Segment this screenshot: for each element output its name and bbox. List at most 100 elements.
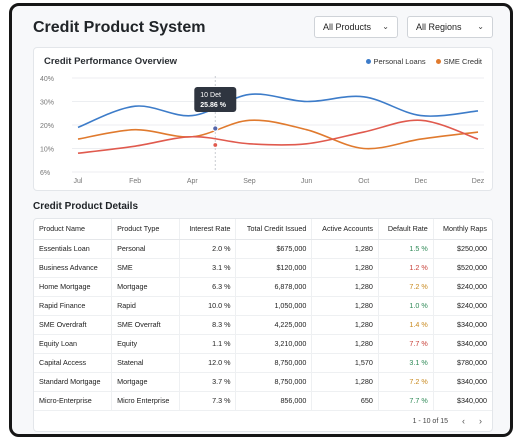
line-chart: 40% 30% 20% 10% 6% Jul Feb Apr Sep Jun Oct Dec Dez 10… [40,76,485,185]
table-cell: 1,280 [311,258,379,278]
table-cell: Micro Enterprise [111,391,180,411]
y-tick-label: 10% [40,147,54,154]
table-cell: Equity Loan [34,334,112,354]
table-cell: 3.7 % [179,372,236,392]
product-table: Product Name Product Type Interest Rate Tot… [34,219,492,411]
table-cell: 7.7 % [377,391,434,411]
table-cell: $340,000 [432,391,492,411]
table-cell: Rapid Finance [34,296,112,316]
table-cell: Personal [111,239,180,259]
table-cell: 1.2 % [377,258,434,278]
table-row[interactable]: Capital Access Statenal 12.0 % 8,750,000 1,5… [34,353,492,373]
product-table-card: Product Name Product Type Interest Rate Tot… [33,218,493,432]
table-row[interactable]: Micro-Enterprise Micro Enterprise 7.3 % 856… [34,391,492,411]
column-header[interactable]: Total Credit Issued [235,219,312,240]
table-cell: 1,280 [311,315,379,335]
column-header[interactable]: Interest Rate [179,219,236,240]
column-header[interactable]: Product Type [111,219,180,240]
table-row[interactable]: Standard Mortgage Mortgage 3.7 % 8,750,000 1… [34,372,492,392]
table-row[interactable]: Business Advance SME 3.1 % $120,000 1,280 1.2… [34,258,492,278]
table-cell: SME Overraft [111,315,180,335]
table-cell: SME [111,258,180,278]
x-tick-label: Sep [243,178,256,185]
table-cell: 1,280 [311,277,379,297]
table-cell: 7.3 % [179,391,236,411]
pagination: 1 - 10 of 15 ‹ › [413,416,482,426]
y-tick-label: 40% [40,76,54,83]
table-cell: 7.2 % [377,277,434,297]
credit-performance-card: 40% 30% 20% 10% 6% Jul Feb Apr Sep Jun Oct Dec Dez 10… [33,47,493,191]
table-cell: 1.5 % [377,239,434,259]
table-row[interactable]: Home Mortgage Mortgage 6.3 % 6,878,000 1,280… [34,277,492,297]
products-filter-select[interactable]: All Products ⌄ [314,16,398,38]
table-cell: Statenal [111,353,180,373]
legend-item-personal-loans[interactable]: Personal Loans [365,57,426,66]
legend-dot-icon [365,59,371,64]
tooltip-label: 10 Det [200,92,221,99]
table-cell: 4,225,000 [235,315,312,335]
table-cell: $250,000 [432,239,492,259]
table-cell: $675,000 [235,239,312,259]
x-tick-label: Dec [415,178,428,185]
column-header[interactable]: Product Name [34,219,112,240]
app-window: Credit Product System All Products ⌄ All… [9,3,513,437]
table-row[interactable]: SME Overdraft SME Overraft 8.3 % 4,225,000 1… [34,315,492,335]
regions-filter-value: All Regions [416,22,462,32]
table-cell: 1,280 [311,334,379,354]
y-tick-label: 6% [40,170,50,177]
table-cell: 3,210,000 [235,334,312,354]
chart-title: Credit Performance Overview [44,56,178,67]
chevron-down-icon: ⌄ [477,22,484,31]
table-cell: 6.3 % [179,277,236,297]
table-cell: 8,750,000 [235,372,312,392]
table-cell: $240,000 [432,277,492,297]
legend-label: Personal Loans [373,57,426,66]
table-cell: Standard Mortgage [34,372,112,392]
column-header[interactable]: Default Rate [377,219,434,240]
table-cell: 1,280 [311,372,379,392]
x-tick-label: Oct [358,178,369,185]
tooltip-value: 25.86 % [200,102,226,109]
table-cell: 1,570 [311,353,379,373]
table-cell: Mortgage [111,372,180,392]
table-cell: SME Overdraft [34,315,112,335]
table-cell: 12.0 % [179,353,236,373]
pagination-range: 1 - 10 of 15 [412,417,448,425]
y-tick-label: 30% [40,100,54,107]
page-title: Credit Product System [33,19,206,36]
regions-filter-select[interactable]: All Regions ⌄ [407,16,493,38]
table-cell: Equity [111,334,180,354]
chart-legend: Personal Loans SME Credit [365,57,482,66]
prev-page-icon[interactable]: ‹ [462,416,465,426]
table-cell: 7.2 % [377,372,434,392]
x-tick-label: Jul [74,178,83,185]
column-header[interactable]: Monthly Raps [432,219,492,240]
legend-dot-icon [435,59,441,64]
x-tick-label: Jun [301,178,312,185]
table-cell: 3.1 % [179,258,236,278]
series-line-2 [77,119,479,154]
column-header[interactable]: Active Accounts [311,219,379,240]
table-title: Credit Product Details [33,201,139,212]
x-tick-label: Apr [187,178,199,185]
legend-item-sme-credit[interactable]: SME Credit [435,57,482,66]
y-tick-label: 20% [40,123,54,130]
tooltip-point [212,142,219,148]
table-cell: 3.1 % [377,353,434,373]
series-line-0 [77,93,479,129]
table-cell: 8.3 % [179,315,236,335]
table-cell: $240,000 [432,296,492,316]
products-filter-value: All Products [323,22,372,32]
table-cell: $340,000 [432,315,492,335]
next-page-icon[interactable]: › [479,416,482,426]
table-cell: 10.0 % [179,296,236,316]
x-tick-label: Feb [129,178,141,185]
table-cell: $340,000 [432,334,492,354]
table-cell: 1,280 [311,296,379,316]
table-row[interactable]: Rapid Finance Rapid 10.0 % 1,050,000 1,280 1.… [34,296,492,316]
table-row[interactable]: Equity Loan Equity 1.1 % 3,210,000 1,280 7.7 … [34,334,492,354]
table-cell: 1.0 % [377,296,434,316]
chevron-down-icon: ⌄ [382,22,389,31]
table-cell: 6,878,000 [235,277,312,297]
table-row[interactable]: Essentials Loan Personal 2.0 % $675,000 1,28… [34,239,492,259]
